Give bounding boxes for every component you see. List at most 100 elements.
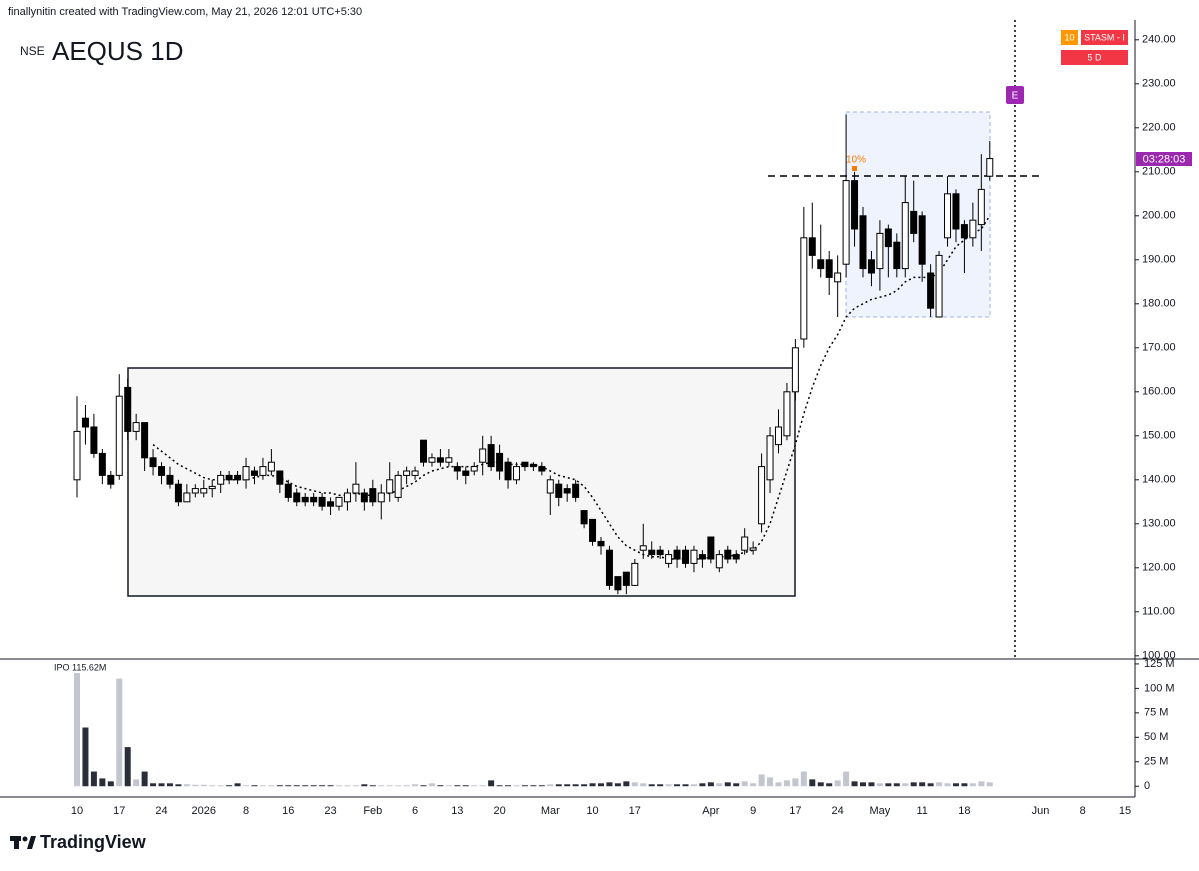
- candle-body: [851, 180, 859, 230]
- volume-bar: [276, 785, 283, 787]
- badge-text: 5 D: [1087, 52, 1102, 62]
- y-tick-label: 120.00: [1142, 562, 1176, 574]
- candle-body: [859, 215, 867, 270]
- candle-body: [191, 488, 199, 494]
- candle-body: [124, 386, 132, 432]
- percent-marker: [852, 166, 857, 171]
- volume-bar: [158, 783, 165, 787]
- candle-body: [90, 426, 98, 454]
- x-tick-label: 9: [750, 805, 756, 817]
- volume-bar: [707, 782, 714, 787]
- badge: [1061, 50, 1128, 65]
- candle-body: [504, 461, 512, 481]
- volume-bar: [640, 783, 647, 787]
- volume-bar: [800, 771, 807, 787]
- candle-body: [73, 430, 81, 481]
- candle-body: [614, 576, 622, 591]
- candle-body: [445, 457, 453, 463]
- volume-bar: [412, 784, 419, 787]
- volume-bar: [834, 780, 841, 787]
- volume-bar: [547, 784, 554, 787]
- candle-body: [538, 466, 546, 472]
- volume-bar: [513, 785, 520, 787]
- volume-bar: [783, 780, 790, 787]
- volume-bar: [910, 782, 917, 787]
- moving-average: [152, 215, 991, 560]
- volume-tick-label: 0: [1144, 780, 1150, 792]
- volume-bar: [352, 785, 359, 787]
- candle-body: [563, 488, 571, 494]
- logo-shape: [22, 836, 28, 842]
- candle-body: [149, 457, 157, 468]
- candle-body: [115, 395, 123, 476]
- volume-bar: [183, 784, 190, 787]
- candle-body: [360, 492, 368, 503]
- volume-bar: [581, 784, 588, 787]
- candle-body: [259, 466, 267, 476]
- volume-bar: [868, 782, 875, 787]
- volume-bar: [141, 771, 148, 787]
- volume-annotation: IPO 115.62M: [54, 662, 106, 672]
- volume-bar: [505, 785, 512, 787]
- volume-bar: [234, 783, 241, 787]
- candle-body: [158, 466, 166, 476]
- volume-bar: [521, 785, 528, 787]
- candle-body: [673, 549, 681, 560]
- volume-tick-label: 125 M: [1144, 658, 1175, 670]
- candle-body: [546, 479, 554, 494]
- x-tick-label: 17: [789, 805, 801, 817]
- volume-bar: [631, 782, 638, 787]
- volume-bar: [361, 784, 368, 787]
- countdown-label: 03:28:03: [1143, 153, 1186, 165]
- y-tick-label: 220.00: [1142, 122, 1176, 134]
- volume-bar: [944, 783, 951, 787]
- volume-bar: [758, 774, 765, 787]
- candle-body: [208, 485, 216, 490]
- event-badge[interactable]: [1006, 86, 1024, 104]
- candle-body: [732, 554, 740, 560]
- volume-bar: [302, 785, 309, 787]
- candle-body: [952, 193, 960, 230]
- volume-bar: [310, 785, 317, 787]
- candle-body: [200, 488, 208, 494]
- candle-body: [808, 237, 816, 256]
- candle-body: [648, 549, 656, 556]
- volume-bar: [496, 785, 503, 787]
- candle-body: [479, 448, 487, 463]
- volume-bar: [555, 784, 562, 787]
- volume-bar: [860, 782, 866, 787]
- candle-body: [386, 479, 394, 494]
- volume-bar: [826, 783, 833, 787]
- candle-body: [876, 232, 884, 270]
- event-marker[interactable]: E: [1012, 91, 1019, 102]
- candle-body: [284, 483, 292, 498]
- candle-body: [605, 549, 613, 586]
- countdown-box: [1136, 152, 1192, 166]
- volume-bar: [936, 782, 943, 787]
- candle-body: [132, 422, 140, 432]
- y-tick-label: 130.00: [1142, 518, 1176, 530]
- candle-body: [377, 492, 385, 503]
- volume-bar: [817, 782, 824, 787]
- candle-body: [842, 180, 850, 265]
- candle-body: [690, 549, 698, 564]
- candle-body: [242, 466, 250, 481]
- exchange: NSE: [20, 44, 45, 58]
- candle-body: [766, 435, 774, 481]
- volume-bar: [369, 785, 376, 787]
- candle-body: [496, 452, 504, 472]
- volume-bar: [809, 779, 816, 787]
- volume-bar: [488, 780, 495, 787]
- y-tick-label: 180.00: [1142, 298, 1176, 310]
- volume-tick-label: 50 M: [1144, 731, 1168, 743]
- candle-body: [529, 463, 537, 468]
- volume-bar: [792, 778, 799, 787]
- volume-bar: [428, 783, 435, 787]
- volume-bar: [336, 785, 342, 787]
- y-tick-label: 100.00: [1142, 650, 1176, 662]
- volume-bar: [471, 785, 478, 787]
- candle-body: [758, 466, 766, 525]
- candle-body: [724, 549, 732, 560]
- y-tick-label: 170.00: [1142, 342, 1176, 354]
- footer-logo: TradingView: [10, 832, 147, 852]
